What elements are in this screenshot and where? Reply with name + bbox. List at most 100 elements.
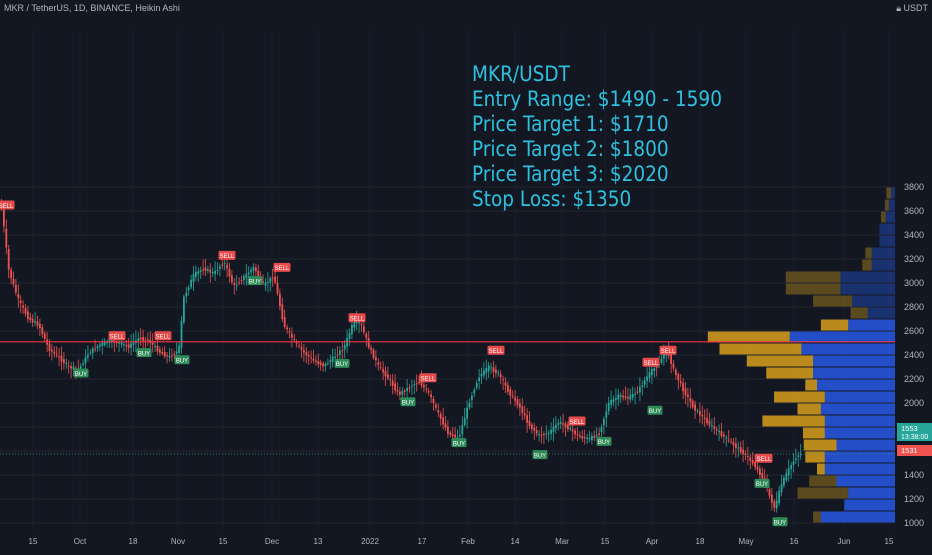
signal-label: SELL: [757, 457, 772, 463]
candle-body: [202, 269, 204, 271]
signal-label: SELL: [110, 335, 125, 341]
candle-body: [672, 363, 675, 369]
candle-body: [595, 435, 598, 437]
buy-signal: BUY: [400, 397, 416, 407]
vp-up-bar: [848, 319, 895, 331]
signal-label: SELL: [644, 361, 659, 367]
vp-up-bar: [891, 187, 895, 199]
candle-body: [562, 423, 564, 425]
candle-body: [706, 418, 708, 424]
candle-body: [34, 321, 36, 323]
candle-body: [288, 331, 291, 333]
vp-up-bar: [888, 199, 895, 211]
candle-body: [531, 424, 533, 429]
candle-body: [130, 343, 132, 348]
annotation-line: Stop Loss: $1350: [472, 187, 632, 211]
signal-label: BUY: [453, 441, 465, 447]
y-tick-label: 3800: [904, 182, 924, 192]
candle-body: [641, 385, 644, 387]
candle-body: [199, 270, 202, 272]
candle-body: [653, 368, 656, 371]
candle-body: [775, 500, 778, 509]
candle-body: [492, 367, 495, 372]
vp-down-bar: [865, 247, 872, 259]
vp-up-bar: [840, 271, 895, 283]
candle-body: [684, 388, 687, 396]
candle-body: [497, 372, 500, 374]
candle-body: [221, 264, 224, 266]
candle-body: [51, 349, 53, 352]
sell-signal: SELL: [108, 331, 126, 341]
candle-body: [509, 388, 512, 396]
candle-body: [643, 380, 646, 385]
candle-body: [163, 351, 166, 357]
candle-body: [454, 434, 456, 438]
candle-body: [747, 456, 749, 458]
vp-up-bar: [824, 451, 895, 463]
x-tick-label: 15: [29, 537, 38, 546]
candle-body: [269, 278, 272, 283]
candle-body: [687, 394, 689, 398]
signal-label: SELL: [275, 266, 290, 272]
horizontal-lines: [0, 341, 895, 455]
candle-body: [615, 397, 617, 400]
candle-body: [403, 390, 406, 392]
candle-body: [737, 447, 740, 449]
candle-body: [137, 338, 140, 341]
candle-body: [267, 282, 269, 284]
signal-box: [334, 358, 350, 368]
candle-body: [19, 300, 22, 304]
candle-body: [91, 348, 94, 353]
currency-tag[interactable]: 🔒︎ USDT: [896, 3, 928, 14]
annotation-line: Price Target 2: $1800: [472, 137, 669, 161]
vp-up-bar: [867, 307, 895, 319]
candle-body: [245, 274, 248, 278]
candle-body: [39, 323, 41, 328]
vp-up-bar: [817, 379, 895, 391]
candle-body: [538, 434, 540, 436]
candle-body: [790, 465, 792, 470]
signal-label: BUY: [176, 359, 188, 365]
sell-signal: SELL: [154, 331, 172, 341]
candle-body: [468, 402, 471, 408]
signal-box: [73, 368, 89, 378]
candle-body: [29, 317, 32, 321]
sell-signal: SELL: [642, 357, 660, 367]
candle-body: [384, 370, 387, 377]
candle-body: [463, 417, 466, 425]
candle-body: [473, 389, 476, 394]
candle-body: [795, 458, 797, 461]
candle-body: [41, 327, 44, 334]
signal-label: BUY: [598, 440, 610, 446]
candle-body: [207, 269, 209, 271]
candle-body: [87, 354, 89, 358]
candle-body: [555, 425, 557, 429]
candle-body: [756, 466, 759, 470]
y-tick-label: 3200: [904, 254, 924, 264]
signal-box: [532, 450, 548, 460]
candle-body: [699, 410, 701, 416]
candle-body: [334, 356, 336, 358]
candle-body: [363, 326, 365, 333]
x-tick-label: Oct: [74, 537, 87, 546]
candle-body: [413, 384, 416, 386]
candle-body: [466, 407, 468, 419]
signal-box: [772, 517, 788, 527]
candle-body: [771, 494, 773, 503]
vp-up-bar: [879, 235, 895, 247]
vp-down-bar: [766, 367, 814, 379]
candle-body: [543, 434, 545, 436]
sell-signal: SELL: [218, 250, 236, 260]
candle-body: [329, 360, 332, 363]
candle-body: [713, 426, 716, 429]
candle-body: [317, 361, 320, 365]
candle-body: [43, 333, 46, 339]
candle-body: [670, 353, 672, 364]
candle-body: [351, 325, 353, 335]
candle-body: [159, 349, 161, 353]
vp-up-bar: [820, 403, 895, 415]
x-tick-label: 15: [601, 537, 610, 546]
candle-body: [691, 400, 694, 408]
